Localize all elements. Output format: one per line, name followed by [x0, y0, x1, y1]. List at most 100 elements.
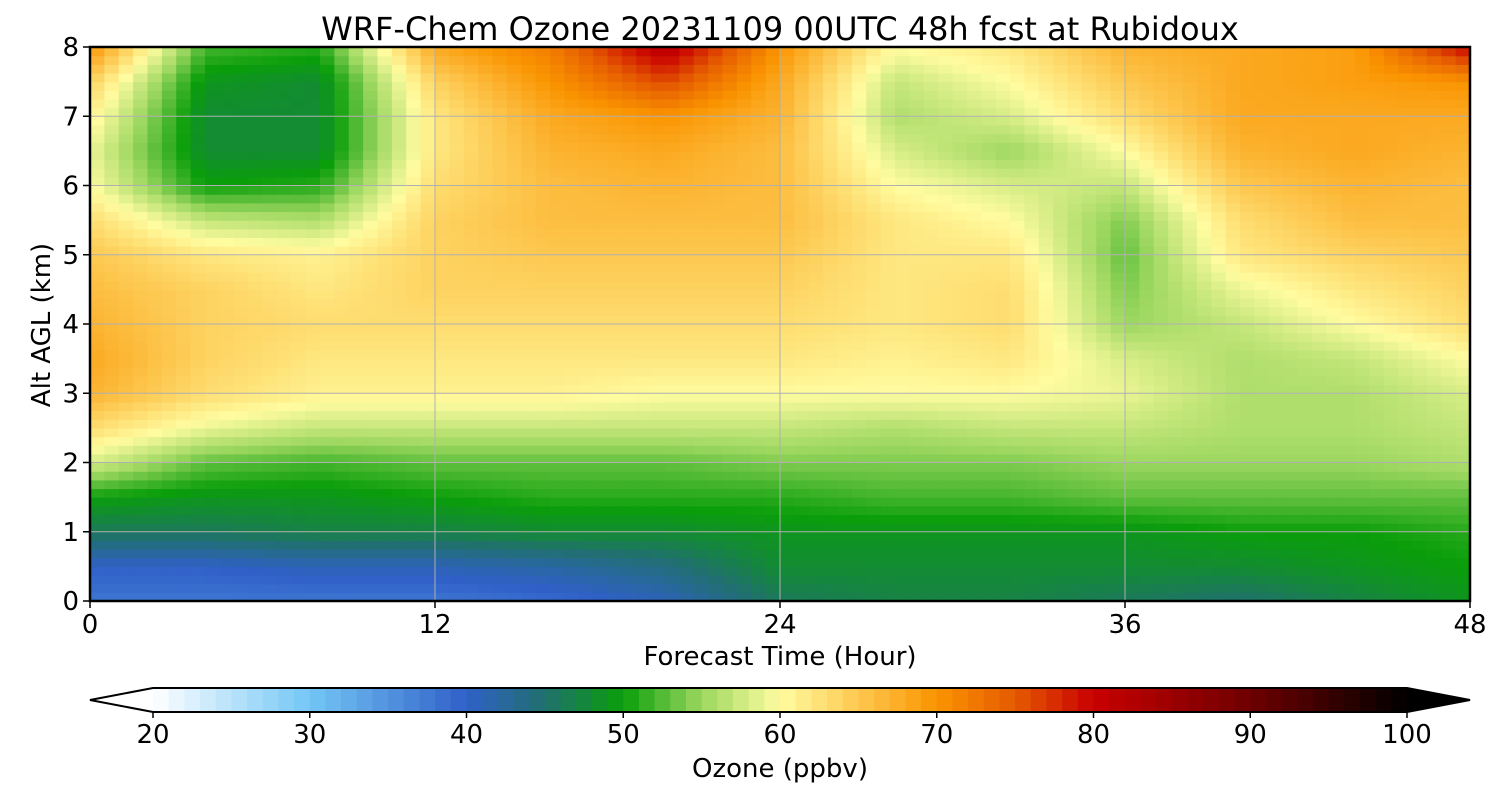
- heatmap-cell: [334, 514, 350, 524]
- heatmap-cell: [334, 549, 350, 559]
- heatmap-cell: [348, 384, 364, 394]
- heatmap-cell: [665, 272, 680, 282]
- heatmap-cell: [995, 237, 1011, 247]
- heatmap-cell: [866, 349, 882, 360]
- heatmap-cell: [736, 254, 752, 265]
- heatmap-cell: [506, 471, 522, 481]
- heatmap-cell: [1139, 410, 1155, 420]
- heatmap-cell: [665, 324, 680, 334]
- heatmap-cell: [851, 194, 867, 204]
- heatmap-cell: [1110, 523, 1126, 533]
- heatmap-cell: [794, 367, 810, 377]
- heatmap-cell: [693, 142, 709, 152]
- heatmap-cell: [981, 384, 997, 394]
- heatmap-cell: [1038, 315, 1054, 325]
- heatmap-cell: [147, 324, 163, 334]
- heatmap-cell: [1010, 419, 1025, 429]
- heatmap-cell: [133, 436, 149, 446]
- heatmap-cell: [765, 583, 781, 593]
- heatmap-cell: [291, 133, 307, 143]
- heatmap-cell: [348, 289, 364, 299]
- heatmap-cell: [190, 523, 206, 533]
- heatmap-cell: [147, 142, 163, 152]
- heatmap-cell: [276, 159, 292, 169]
- heatmap-cell: [334, 436, 350, 446]
- heatmap-cell: [550, 150, 565, 161]
- heatmap-cell: [966, 272, 982, 282]
- heatmap-cell: [535, 384, 551, 394]
- heatmap-cell: [478, 462, 494, 472]
- heatmap-cell: [966, 107, 982, 117]
- heatmap-cell: [938, 116, 954, 126]
- heatmap-cell: [463, 540, 479, 550]
- heatmap-cell: [693, 289, 709, 299]
- heatmap-cell: [708, 142, 724, 152]
- heatmap-cell: [420, 488, 436, 498]
- heatmap-cell: [966, 202, 982, 213]
- heatmap-cell: [1067, 142, 1083, 152]
- heatmap-cell: [219, 55, 235, 65]
- heatmap-cell: [406, 575, 422, 585]
- heatmap-cell: [535, 419, 551, 429]
- heatmap-cell: [90, 185, 105, 195]
- heatmap-cell: [176, 228, 192, 239]
- heatmap-cell: [995, 298, 1011, 308]
- heatmap-cell: [1010, 358, 1025, 368]
- heatmap-cell: [621, 592, 637, 602]
- heatmap-cell: [1125, 349, 1140, 360]
- heatmap-cell: [219, 583, 235, 593]
- heatmap-cell: [708, 332, 724, 342]
- heatmap-cell: [262, 202, 278, 213]
- heatmap-cell: [478, 453, 494, 464]
- heatmap-cell: [693, 540, 709, 550]
- heatmap-cell: [1024, 133, 1040, 143]
- heatmap-cell: [938, 298, 954, 308]
- heatmap-cell: [233, 341, 249, 351]
- heatmap-cell: [736, 246, 752, 256]
- heatmap-cell: [276, 124, 292, 135]
- heatmap-cell: [650, 81, 666, 91]
- heatmap-cell: [679, 427, 695, 438]
- heatmap-cell: [722, 549, 738, 559]
- heatmap-cell: [391, 306, 407, 316]
- heatmap-cell: [348, 246, 364, 256]
- heatmap-cell: [334, 479, 350, 490]
- heatmap-cell: [1053, 410, 1069, 420]
- heatmap-cell: [276, 246, 292, 256]
- heatmap-cell: [564, 592, 580, 602]
- heatmap-cell: [406, 531, 422, 542]
- heatmap-cell: [161, 332, 177, 342]
- heatmap-cell: [406, 384, 422, 394]
- heatmap-cell: [1010, 324, 1025, 334]
- heatmap-cell: [880, 419, 896, 429]
- heatmap-cell: [449, 315, 465, 325]
- heatmap-cell: [1038, 497, 1054, 507]
- heatmap-cell: [133, 531, 149, 542]
- heatmap-cell: [794, 237, 810, 247]
- heatmap-cell: [708, 202, 724, 213]
- heatmap-cell: [1211, 583, 1227, 593]
- heatmap-cell: [909, 557, 925, 567]
- heatmap-cell: [650, 375, 666, 386]
- heatmap-cell: [90, 64, 105, 74]
- heatmap-cell: [535, 72, 551, 83]
- heatmap-cell: [233, 566, 249, 576]
- heatmap-cell: [133, 453, 149, 464]
- heatmap-cell: [995, 55, 1011, 65]
- heatmap-cell: [406, 462, 422, 472]
- heatmap-cell: [161, 194, 177, 204]
- heatmap-cell: [363, 263, 379, 273]
- heatmap-cell: [1024, 237, 1040, 247]
- heatmap-cell: [291, 549, 307, 559]
- heatmap-cell: [161, 272, 177, 282]
- heatmap-cell: [736, 575, 752, 585]
- heatmap-cell: [895, 254, 910, 265]
- heatmap-cell: [1196, 462, 1212, 472]
- heatmap-cell: [1067, 237, 1083, 247]
- heatmap-cell: [233, 592, 249, 602]
- heatmap-cell: [463, 306, 479, 316]
- heatmap-cell: [248, 324, 264, 334]
- heatmap-cell: [1110, 375, 1126, 386]
- heatmap-cell: [794, 202, 810, 213]
- heatmap-cell: [133, 150, 149, 161]
